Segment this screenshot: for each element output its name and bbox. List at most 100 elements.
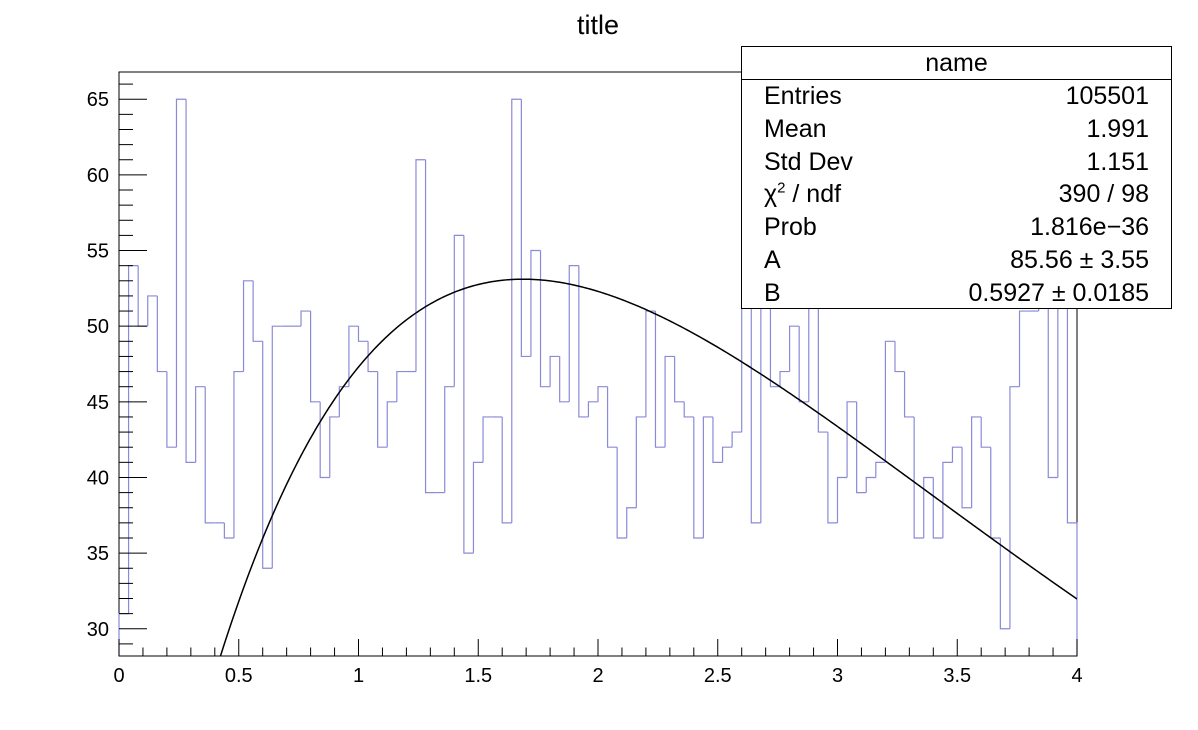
histogram-bin <box>127 265 139 614</box>
x-tick-label: 1 <box>353 665 364 687</box>
y-tick-label: 60 <box>87 165 109 187</box>
histogram-bin <box>348 325 359 387</box>
x-tick-label: 1.5 <box>464 665 492 687</box>
histogram-bin <box>482 416 493 463</box>
y-tick-label: 50 <box>87 316 109 338</box>
stats-row-prob: Prob 1.816e−36 <box>742 211 1171 244</box>
histogram-bin <box>377 371 388 448</box>
histogram-bin <box>721 446 733 463</box>
histogram-bin <box>817 280 828 433</box>
y-tick-label: 30 <box>87 619 109 641</box>
histogram-bin <box>156 295 167 373</box>
histogram-bin <box>626 507 637 538</box>
histogram-bin <box>539 250 551 388</box>
histogram-bin <box>951 446 963 463</box>
histogram-bin <box>932 477 943 539</box>
histogram-bin <box>520 99 531 358</box>
histogram-bin <box>789 325 800 372</box>
histogram-bin <box>674 356 685 403</box>
histogram-bin <box>242 280 254 372</box>
stats-value: 1.991 <box>1086 114 1149 143</box>
stats-row-b: B 0.5927 ± 0.0185 <box>742 277 1171 310</box>
histogram-bin <box>587 401 598 417</box>
histogram-bin <box>424 159 436 494</box>
stats-label: Std Dev <box>764 147 853 176</box>
histogram-bin <box>664 355 675 448</box>
histogram-bin <box>310 311 321 403</box>
histogram-bin <box>204 386 215 524</box>
x-tick-label: 0.5 <box>225 665 253 687</box>
histogram-bin <box>262 341 273 569</box>
histogram-bin <box>616 447 627 539</box>
histogram-bin <box>357 326 369 342</box>
histogram-bin <box>827 432 838 524</box>
histogram-bin <box>1018 310 1030 387</box>
histogram-bin <box>990 447 1001 539</box>
stats-value: 390 / 98 <box>1058 180 1149 209</box>
histogram-bin <box>195 386 206 463</box>
x-tick-label: 3 <box>832 665 843 687</box>
histogram-bin <box>396 370 407 402</box>
histogram-bin <box>319 401 330 479</box>
histogram-bin <box>185 99 196 463</box>
histogram-bin <box>501 416 512 524</box>
histogram-bin <box>884 340 895 463</box>
histogram-bin <box>999 537 1010 630</box>
stats-box: name Entries 105501 Mean 1.991 Std Dev 1… <box>741 46 1172 309</box>
histogram-bin <box>511 98 522 523</box>
x-tick-label: 0 <box>113 665 124 687</box>
histogram-bin <box>386 401 397 448</box>
histogram-bin <box>712 416 723 463</box>
histogram-bin <box>683 401 694 418</box>
histogram-bin <box>223 522 234 539</box>
histogram-bin <box>453 234 464 387</box>
y-tick-label: 45 <box>87 392 109 414</box>
histogram-bin <box>271 325 282 569</box>
histogram-bin <box>1047 295 1058 479</box>
histogram-bin <box>1057 295 1068 478</box>
histogram-bin <box>530 249 541 357</box>
histogram-bin <box>903 371 915 418</box>
histogram-bin <box>472 461 484 554</box>
histogram-bin <box>329 416 340 478</box>
stats-label: χ2 / ndf <box>764 178 841 211</box>
fit-curve <box>219 278 1077 656</box>
histogram-bin <box>175 98 187 448</box>
histogram-bin <box>645 310 656 417</box>
x-tick-label: 4 <box>1071 665 1082 687</box>
stats-label: Prob <box>764 213 817 242</box>
histogram-bin <box>779 370 790 387</box>
histogram-bin <box>836 476 848 523</box>
chart-title: title <box>577 10 619 40</box>
stats-label: B <box>764 278 781 307</box>
histogram-bin <box>702 416 713 538</box>
stats-value: 0.5927 ± 0.0185 <box>968 278 1149 307</box>
histogram-bin <box>875 461 886 478</box>
histogram-bin <box>415 159 426 372</box>
histogram-bin <box>865 476 876 493</box>
stats-row-stddev: Std Dev 1.151 <box>742 146 1171 179</box>
histogram-bin <box>463 235 474 554</box>
histogram-bin <box>338 386 349 417</box>
histogram-bin <box>856 401 867 494</box>
stats-row-chi2: χ2 / ndf 390 / 98 <box>742 178 1171 211</box>
stats-label: A <box>764 245 781 274</box>
histogram-bin <box>798 326 809 403</box>
histogram-bin <box>1066 295 1078 656</box>
histogram-bin <box>137 265 148 327</box>
histogram-bin <box>961 447 972 509</box>
histogram-bin <box>923 476 934 538</box>
histogram-bin <box>147 295 158 327</box>
y-tick-label: 35 <box>87 543 109 565</box>
y-tick-label: 55 <box>87 241 109 263</box>
chi-label-rest: / ndf <box>785 180 842 209</box>
chi-symbol: χ <box>764 180 778 209</box>
histogram-bin <box>559 356 570 403</box>
x-tick-label: 2 <box>592 665 603 687</box>
histogram-bin <box>846 401 857 478</box>
histogram-bin <box>118 613 129 656</box>
stats-value: 1.151 <box>1086 147 1149 176</box>
histogram-bin <box>300 310 311 327</box>
stats-value: 1.816e−36 <box>1030 213 1149 242</box>
stats-value: 105501 <box>1065 82 1149 110</box>
